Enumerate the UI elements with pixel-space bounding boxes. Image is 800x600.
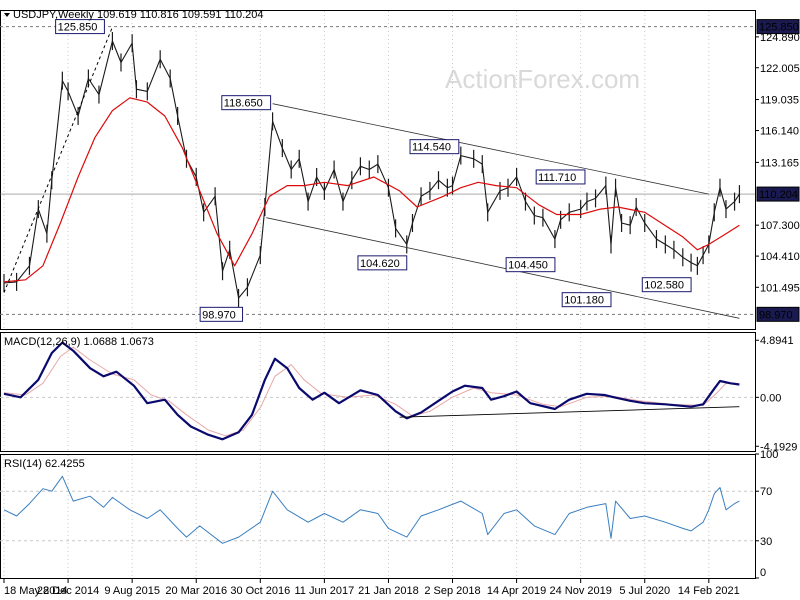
annotation-box <box>409 139 460 155</box>
annotation-label: 102.580 <box>644 280 684 292</box>
rsi-header: RSI(14) 62.4255 <box>4 458 85 470</box>
y-tick-label: 122.005 <box>760 63 800 75</box>
x-tick-label: 24 Nov 2019 <box>549 585 611 597</box>
macd-line <box>3 341 740 441</box>
annotation-box <box>357 255 408 271</box>
watermark: ActionForex.com <box>445 64 640 94</box>
x-tick-label: 14 Apr 2019 <box>487 585 546 597</box>
y-tick-label: 104.410 <box>760 251 800 263</box>
y-tick-label: 107.300 <box>760 220 800 232</box>
rsi-line <box>3 475 740 544</box>
annotation-box <box>561 292 612 308</box>
macd-trendline <box>399 406 740 418</box>
y-tick-label: 100 <box>760 449 778 461</box>
x-tick-label: 5 Jul 2020 <box>619 585 670 597</box>
level-label-box <box>756 306 800 322</box>
level-label: 125.850 <box>759 22 799 34</box>
annotation-box <box>221 95 272 111</box>
main-header: USDJPY,Weekly 109.619 110.816 109.591 11… <box>13 9 264 21</box>
annotation-box <box>505 257 556 273</box>
price-line <box>3 40 740 299</box>
x-tick-label: 20 Mar 2016 <box>165 585 227 597</box>
x-tick-label: 18 May 2014 <box>4 585 68 597</box>
y-tick-label: 113.165 <box>760 157 799 169</box>
annotation-label: 114.540 <box>412 142 451 154</box>
annotation-box <box>55 19 105 35</box>
annotation-label: 111.710 <box>538 172 576 184</box>
macd-signal-line <box>3 346 740 437</box>
x-tick-label: 21 Jan 2018 <box>358 585 419 597</box>
y-tick-label: 30 <box>760 536 772 548</box>
level-label-box <box>756 19 800 35</box>
collapse-arrow-icon <box>4 13 10 17</box>
x-tick-label: 9 Aug 2015 <box>104 585 160 597</box>
level-label-box <box>756 186 800 202</box>
macd-header: MACD(12,26,9) 1.0688 1.0673 <box>4 336 154 348</box>
y-tick-label: 4.8941 <box>760 335 794 347</box>
x-tick-label: 28 Dec 2014 <box>37 585 99 597</box>
y-tick-label: 70 <box>760 486 772 498</box>
panel-frame-macd <box>0 332 756 452</box>
x-tick-label: 11 Jun 2017 <box>294 585 354 597</box>
upper-trendline <box>272 103 709 195</box>
annotation-label: 125.850 <box>58 22 98 34</box>
y-tick-label: 101.495 <box>760 282 800 294</box>
moving-average-line <box>3 97 740 283</box>
early-trendline <box>3 26 113 293</box>
panel-frame-main <box>0 10 756 330</box>
annotation-label: 98.970 <box>202 309 236 321</box>
y-tick-label: 116.140 <box>760 126 799 138</box>
y-tick-label: 0 <box>760 567 766 579</box>
lower-trendline <box>266 217 740 319</box>
annotation-box <box>199 306 244 322</box>
level-label: 98.970 <box>759 309 793 321</box>
x-tick-label: 14 Feb 2021 <box>678 585 740 597</box>
annotation-label: 118.650 <box>224 98 263 110</box>
y-tick-label: 119.035 <box>760 95 799 107</box>
annotation-box <box>535 169 586 185</box>
annotation-box <box>641 277 692 293</box>
annotation-label: 101.180 <box>564 295 604 307</box>
x-tick-label: 30 Oct 2016 <box>230 585 290 597</box>
level-label: 110.204 <box>759 189 798 201</box>
panel-frame-rsi <box>0 454 756 579</box>
y-tick-label: -4.1929 <box>760 441 797 453</box>
x-tick-label: 2 Sep 2018 <box>424 585 480 597</box>
annotation-label: 104.450 <box>508 260 548 272</box>
y-tick-label: 0.00 <box>760 392 781 404</box>
y-tick-label: 124.890 <box>760 32 800 44</box>
annotation-label: 104.620 <box>360 258 400 270</box>
